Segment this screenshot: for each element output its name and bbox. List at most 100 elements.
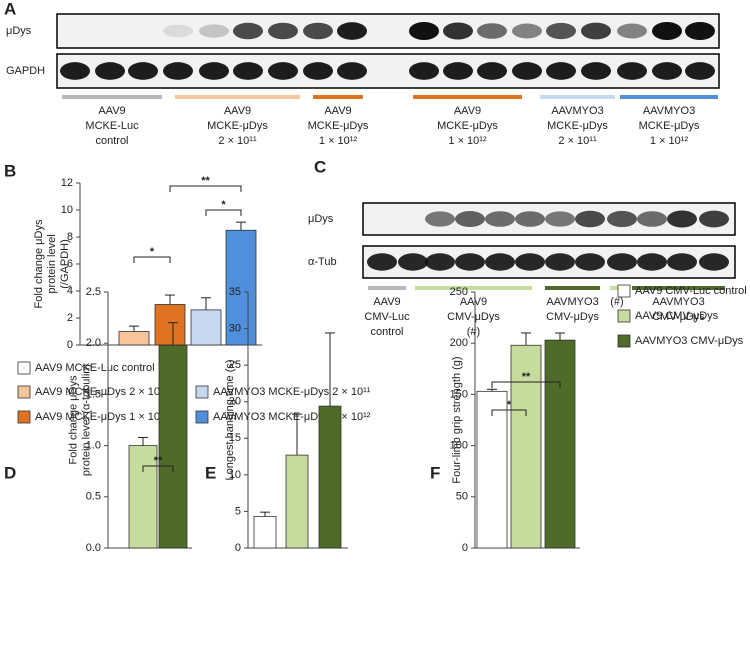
blot-band xyxy=(607,210,637,228)
group-label: CMV-μDys xyxy=(447,311,500,323)
significance-label: * xyxy=(150,246,155,258)
blot-band xyxy=(233,22,263,40)
blot-band xyxy=(581,62,611,80)
significance-bracket xyxy=(205,209,242,216)
significance-label: ** xyxy=(201,175,210,187)
group-label: AAV9 xyxy=(224,105,251,117)
legend-label: AAVMYO3 MCKE-μDys 2 × 10¹¹ xyxy=(213,386,371,398)
bar xyxy=(544,339,576,549)
blot-band xyxy=(337,22,367,40)
group-label: MCKE-μDys xyxy=(639,120,700,132)
significance-bracket xyxy=(491,409,527,416)
blot-band xyxy=(685,22,715,40)
error-bar xyxy=(555,332,565,341)
panel-label: C xyxy=(314,157,326,176)
group-label: MCKE-μDys xyxy=(547,120,608,132)
blot-band xyxy=(546,62,576,80)
significance-label: ** xyxy=(154,455,163,467)
legend-swatch xyxy=(17,361,31,375)
y-tick-label: 0 xyxy=(67,339,73,351)
y-axis-title: protein level xyxy=(46,234,58,293)
blot-band xyxy=(485,253,515,271)
y-tick-label: 50 xyxy=(456,491,468,503)
group-label: (#) xyxy=(610,296,623,308)
y-tick-label: 1.5 xyxy=(86,388,101,400)
blot-band xyxy=(545,253,575,271)
error-bar xyxy=(168,322,178,346)
blot-band xyxy=(485,211,515,227)
bar xyxy=(190,309,222,346)
error-bar xyxy=(521,332,531,346)
blot-band xyxy=(409,22,439,40)
y-tick-label: 250 xyxy=(450,286,468,298)
y-tick-label: 0.5 xyxy=(86,491,101,503)
bar xyxy=(154,304,186,346)
panel-label: D xyxy=(4,463,16,482)
y-tick-label: 1.0 xyxy=(86,440,101,452)
legend-swatch xyxy=(195,385,209,399)
error-bar xyxy=(325,332,335,407)
legend-swatch xyxy=(195,410,209,424)
panel-label: E xyxy=(205,463,216,482)
group-label: 1 × 10¹² xyxy=(448,135,487,147)
blot-band xyxy=(515,211,545,227)
group-label: AAV9 xyxy=(98,105,125,117)
legend-swatch xyxy=(617,284,631,298)
blot-band xyxy=(233,62,263,80)
y-axis-title: protein level (α-tubulin) xyxy=(80,364,92,476)
y-tick-label: 30 xyxy=(229,322,241,334)
y-tick-label: 4 xyxy=(67,285,73,297)
group-label: 1 × 10¹² xyxy=(319,135,358,147)
blot-band xyxy=(617,62,647,80)
group-label: 1 × 10¹² xyxy=(650,135,689,147)
error-bar xyxy=(165,294,175,305)
y-axis-title: Longest hanging time (s) xyxy=(224,359,236,480)
y-axis-title: Fold change μDys xyxy=(33,219,45,308)
blot-band xyxy=(409,62,439,80)
legend-swatch xyxy=(617,309,631,323)
blot-band xyxy=(443,62,473,80)
significance-label: * xyxy=(221,199,226,211)
group-label: control xyxy=(95,135,128,147)
legend-label: AAVMYO3 CMV-μDys xyxy=(635,335,744,347)
blot-band xyxy=(667,253,697,271)
group-label: CMV-Luc xyxy=(364,311,410,323)
blot-band xyxy=(685,62,715,80)
legend-label: AAVMYO3 MCKE-μDys 1 × 10¹² xyxy=(213,411,371,423)
legend-label: AAV9 CMV-Luc control xyxy=(635,285,747,297)
error-bar xyxy=(260,511,270,517)
y-tick-label: 100 xyxy=(450,440,468,452)
group-label: AAV9 xyxy=(324,105,351,117)
group-label: MCKE-μDys xyxy=(437,120,498,132)
blot-row-label: μDys xyxy=(6,25,32,37)
blot-band xyxy=(337,62,367,80)
significance-bracket xyxy=(142,465,174,472)
y-tick-label: 0 xyxy=(235,542,241,554)
legend-label: AAV9 CMV-μDys xyxy=(635,310,719,322)
y-tick-label: 25 xyxy=(229,359,241,371)
blot-band xyxy=(699,210,729,228)
bar xyxy=(225,229,257,346)
bar xyxy=(476,390,508,549)
bar xyxy=(118,331,150,346)
y-tick-label: 6 xyxy=(67,258,73,270)
error-bar xyxy=(236,221,246,231)
blot-band xyxy=(303,62,333,80)
y-tick-label: 2.5 xyxy=(86,286,101,298)
blot-band xyxy=(425,253,455,271)
y-axis-title: Fold change μDys xyxy=(67,375,79,464)
y-tick-label: 10 xyxy=(61,204,73,216)
error-bar xyxy=(129,325,139,332)
bar xyxy=(318,405,342,549)
blot-band xyxy=(268,62,298,80)
blot-band xyxy=(199,24,229,38)
blot-band xyxy=(398,253,428,271)
group-label: AAVMYO3 xyxy=(652,296,704,308)
blot-band xyxy=(652,62,682,80)
group-label: MCKE-Luc xyxy=(85,120,139,132)
bar xyxy=(285,454,309,549)
legend-label: AAV9 MCKE-μDys 1 × 10¹² xyxy=(35,411,168,423)
bar xyxy=(253,516,277,549)
blot-band xyxy=(637,211,667,227)
